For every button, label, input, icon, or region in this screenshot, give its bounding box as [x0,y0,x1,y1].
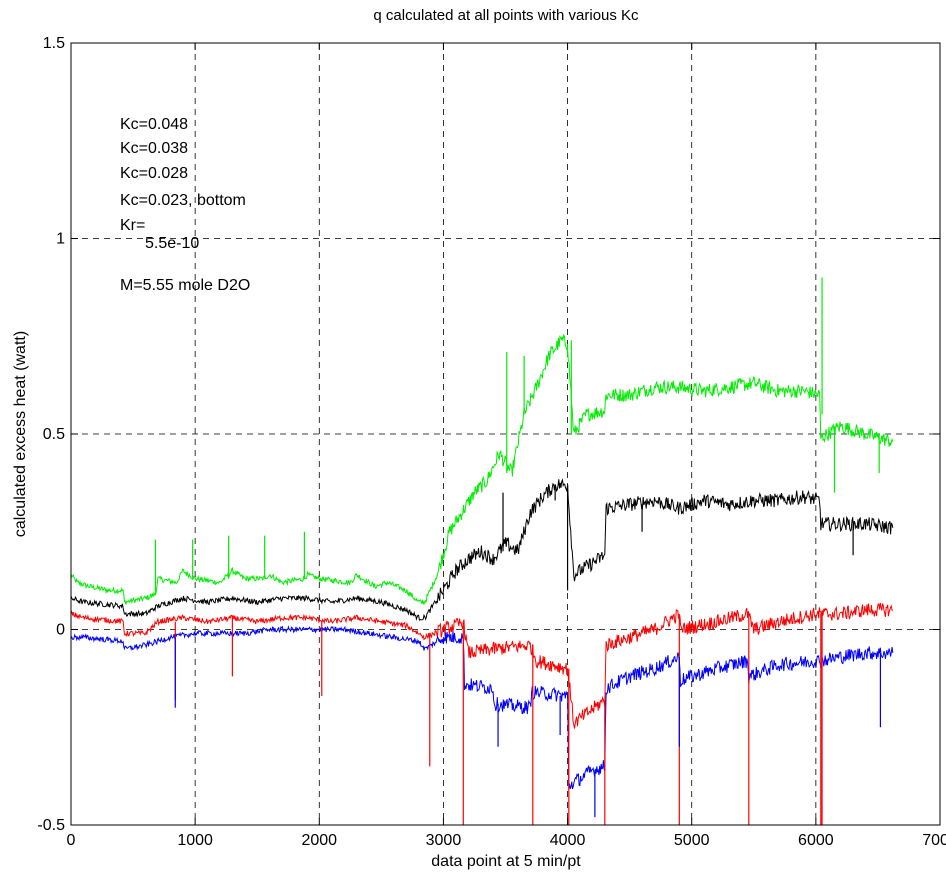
x-axis-label: data point at 5 min/pt [431,853,581,870]
series-kc-0048 [70,333,894,605]
annotations: Kc=0.048 Kc=0.038 Kc=0.028 Kc=0.023, bot… [120,116,250,294]
x-tick-label: 3000 [426,832,462,849]
series-kc-0028 [70,602,893,729]
series-layer [70,277,894,825]
annotation-kc-0048: Kc=0.048 [120,116,188,133]
y-tick-label: 0 [56,622,65,639]
y-tick-label: 1 [56,231,65,248]
annotation-kr: Kr= [120,217,145,234]
x-tick-label: 1000 [177,832,213,849]
chart-title: q calculated at all points with various … [373,7,639,24]
annotation-mass: M=5.55 mole D2O [120,277,250,294]
x-tick-label: 0 [67,832,76,849]
x-tick-label: 6000 [798,832,834,849]
x-tick-label: 4000 [550,832,586,849]
annotation-kr-value: 5.5e-10 [145,235,199,252]
y-tick-label: 1.5 [43,35,65,52]
y-tick-label: 0.5 [43,426,65,443]
x-tick-label: 5000 [674,832,710,849]
series-kc-0038 [70,478,894,622]
annotation-kc-0023: Kc=0.023, bottom [120,192,246,209]
y-axis-label: calculated excess heat (watt) [12,331,29,537]
x-tick-label: 2000 [301,832,337,849]
y-tick-label: -0.5 [37,817,65,834]
annotation-kc-0028: Kc=0.028 [120,165,188,182]
annotation-kc-0038: Kc=0.038 [120,140,188,157]
gridlines [71,43,940,825]
series-kc-0023 [70,625,894,790]
y-axis: -0.5 0 0.5 1 1.5 [37,35,940,834]
x-axis: 0 1000 2000 3000 4000 5000 6000 7000 [67,43,946,849]
x-tick-label: 7000 [922,832,946,849]
